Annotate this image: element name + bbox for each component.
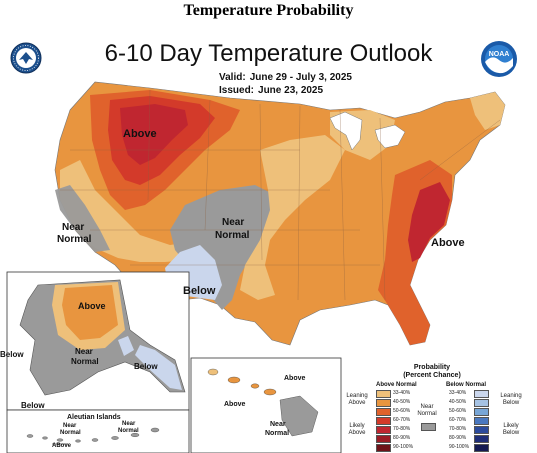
- legend-leaning-above-2: Above: [348, 400, 366, 406]
- legend-above-swatch: [376, 435, 391, 443]
- label-near-normal-west-1: Near: [62, 222, 84, 233]
- aleutian-islands: [26, 427, 160, 443]
- label-hawaii-near-1: Near: [270, 421, 286, 428]
- legend-above-swatch: [376, 408, 391, 416]
- legend-below-swatch: [474, 444, 489, 452]
- legend-above-range: 60-70%: [393, 417, 411, 423]
- label-near-normal-central-2: Normal: [215, 230, 250, 241]
- legend-above-range: 90-100%: [393, 444, 414, 450]
- issued-label: Issued:: [219, 85, 255, 96]
- label-aleutian-near-1a: Near: [63, 423, 77, 429]
- legend-likely-below-1: Likely: [503, 423, 519, 429]
- legend-above-range: 33-40%: [393, 390, 411, 396]
- legend-below-swatch: [474, 435, 489, 443]
- aleutian-panel: [6, 409, 190, 453]
- label-aleutian-above: ABove: [52, 443, 72, 449]
- label-alaska-near-1: Near: [75, 347, 93, 356]
- legend-above-swatch: [376, 399, 391, 407]
- commerce-seal-icon: [10, 42, 42, 74]
- conus-leaning-above-northeast: [470, 92, 505, 130]
- conus-likely-above-carolinas: [408, 182, 450, 262]
- svg-text:NOAA: NOAA: [489, 51, 510, 58]
- conus-likely-above-inner: [120, 104, 188, 165]
- legend-above-swatch: [376, 426, 391, 434]
- legend-below-swatch: [474, 417, 489, 425]
- hawaii-islands: [207, 368, 319, 437]
- label-alaska-near-2: Normal: [71, 357, 99, 366]
- legend-above-range: 70-80%: [393, 426, 411, 432]
- state-lines: [60, 89, 501, 301]
- legend-near-normal-2: Normal: [417, 411, 437, 417]
- legend-likely-above: Likely Above: [340, 423, 374, 437]
- label-alaska-above: Above: [78, 301, 106, 311]
- label-aleutian-title: Aleutian Islands: [67, 414, 121, 421]
- great-lakes-water: [329, 111, 363, 151]
- legend-below-swatch: [474, 390, 489, 398]
- legend-below-range: 80-90%: [449, 435, 467, 441]
- label-near-normal-west-2: Normal: [57, 234, 92, 245]
- label-near-normal-central-1: Near: [222, 217, 244, 228]
- alaska-leaning-below-gulf: [118, 336, 134, 356]
- label-above-southeast: Above: [431, 237, 465, 249]
- alaska-below-panhandle: [135, 345, 182, 390]
- legend-near-normal: Near Normal: [412, 404, 442, 418]
- label-hawaii-above-1: Above: [284, 375, 306, 382]
- valid-value: June 29 - July 3, 2025: [249, 72, 352, 83]
- label-alaska-below-panhandle: Below: [134, 362, 158, 371]
- noaa-logo-icon: NOAA: [481, 41, 517, 77]
- legend-likely-below-2: Below: [502, 430, 520, 436]
- valid-label: Valid:: [219, 72, 246, 83]
- conus-near-normal-central: [170, 185, 275, 310]
- legend-above-range: 50-60%: [393, 408, 411, 414]
- label-hawaii-near-2: Normal: [265, 430, 289, 437]
- legend-below-range: 70-80%: [449, 426, 467, 432]
- legend-below-range: 40-50%: [449, 399, 467, 405]
- legend-below-range: 50-60%: [449, 408, 467, 414]
- legend-above-range: 40-50%: [393, 399, 411, 405]
- conus-leaning-above-central: [240, 135, 345, 300]
- valid-dates: Valid: June 29 - July 3, 2025: [219, 72, 352, 83]
- conus-near-normal-west: [55, 185, 110, 252]
- legend-likely-above-1: Likely: [349, 423, 365, 429]
- map-title: 6-10 Day Temperature Outlook: [104, 40, 433, 67]
- legend-below-swatch: [474, 399, 489, 407]
- legend-leaning-below: Leaning Below: [494, 393, 528, 407]
- label-hawaii-above-2: Above: [224, 401, 246, 408]
- great-lakes-water-east: [374, 124, 406, 149]
- legend-below-range: 33-40%: [449, 390, 467, 396]
- legend-leaning-above: Leaning Above: [340, 393, 374, 407]
- legend-above-swatch: [376, 417, 391, 425]
- label-aleutian-near-1b: Normal: [60, 430, 81, 436]
- legend-leaning-below-1: Leaning: [500, 393, 522, 399]
- legend-below-swatch: [474, 408, 489, 416]
- legend-below-range: 90-100%: [449, 444, 470, 450]
- label-alaska-below-west: Below: [0, 350, 24, 359]
- label-above-northwest: Above: [123, 128, 157, 140]
- legend-below-head: Below Normal: [446, 382, 487, 388]
- legend-above-swatch: [376, 444, 391, 452]
- legend-below-range: 60-70%: [449, 417, 467, 423]
- legend-leaning-above-1: Leaning: [346, 393, 368, 399]
- label-aleutian-near-2b: Normal: [118, 428, 139, 434]
- label-below: Below: [183, 285, 216, 297]
- issued-value: June 23, 2025: [258, 85, 324, 96]
- page-heading: Temperature Probability: [183, 2, 354, 19]
- legend-near-normal-1: Near: [420, 404, 434, 410]
- legend-likely-below: Likely Below: [494, 423, 528, 437]
- legend-near-swatch: [421, 423, 436, 431]
- legend-title: Probability (Percent Chance): [392, 364, 472, 380]
- label-aleutian-near-2a: Near: [122, 421, 136, 427]
- alaska-above-inner: [62, 285, 118, 340]
- label-alaska-below-south: Below: [21, 401, 45, 410]
- legend-leaning-below-2: Below: [502, 400, 520, 406]
- legend-title-line2: (Percent Chance): [403, 372, 461, 379]
- legend-likely-above-2: Above: [348, 430, 366, 436]
- legend-above-head: Above Normal: [376, 382, 417, 388]
- legend-below-swatch: [474, 426, 489, 434]
- issued-date: Issued: June 23, 2025: [219, 85, 323, 96]
- legend-above-range: 80-90%: [393, 435, 411, 441]
- legend-above-swatch: [376, 390, 391, 398]
- legend-title-line1: Probability: [413, 364, 451, 371]
